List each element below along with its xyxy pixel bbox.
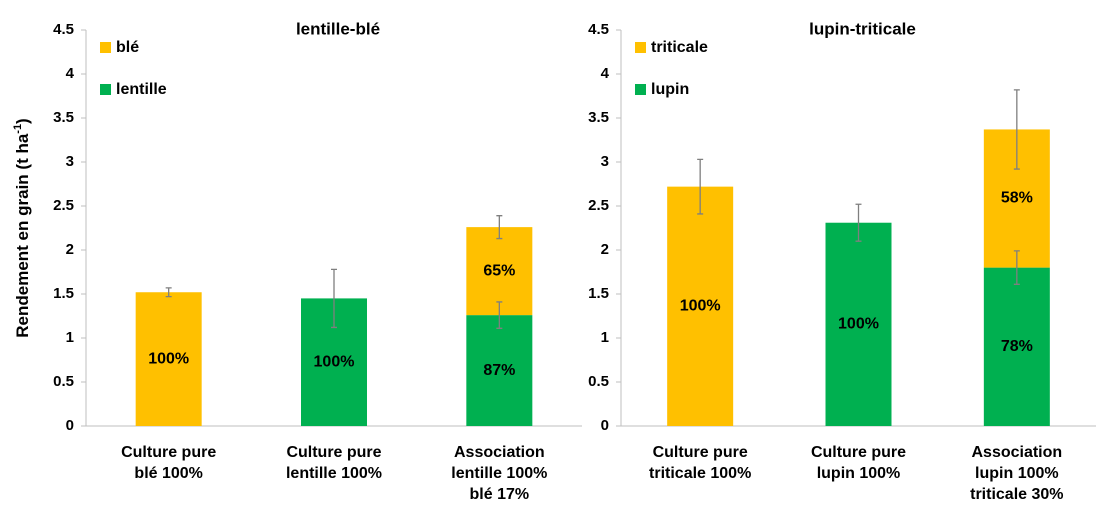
y-axis-label-text: Rendement en grain (t ha	[13, 133, 32, 338]
x-tick-label: lupin 100%	[817, 465, 901, 482]
x-tick-label: Association	[454, 444, 545, 461]
bar	[667, 186, 734, 426]
x-tick-label: lupin 100%	[975, 465, 1059, 482]
legend-swatch	[635, 84, 646, 95]
x-tick-label: lentille 100%	[451, 465, 547, 482]
y-axis-label-sup: -1	[12, 124, 24, 134]
y-tick-label: 3	[601, 153, 609, 170]
x-tick-label: blé 17%	[470, 486, 530, 503]
x-tick-label: Culture pure	[286, 444, 381, 461]
y-tick-label: 0	[601, 417, 609, 434]
bar-label: 58%	[1001, 190, 1033, 207]
y-tick-label: 1.5	[588, 285, 609, 302]
legend-label: lentille	[116, 81, 167, 98]
y-tick-label: 2	[601, 241, 609, 258]
y-tick-label: 2	[66, 241, 74, 258]
x-tick-label: triticale 30%	[970, 486, 1063, 503]
error-bar	[1013, 89, 1020, 170]
error-bar	[331, 268, 337, 329]
legend-label: triticale	[651, 39, 708, 56]
y-tick-label: 3.5	[53, 109, 74, 126]
error-bar	[1013, 250, 1020, 285]
bar-label: 65%	[483, 262, 515, 279]
y-tick-label: 4.5	[53, 21, 74, 38]
y-tick-label: 2.5	[53, 197, 74, 214]
x-tick-label: blé 100%	[134, 465, 202, 482]
error-bar	[165, 287, 172, 298]
legend-label: lupin	[651, 81, 689, 98]
bar-label: 78%	[1001, 338, 1033, 355]
y-axis-label: Rendement en grain (t ha-1)	[12, 118, 33, 337]
bar	[466, 227, 533, 316]
bar	[135, 292, 202, 426]
bar-label: 100%	[680, 298, 721, 315]
x-tick-label: Culture pure	[811, 444, 906, 461]
error-bar	[496, 301, 503, 329]
error-bar	[855, 203, 862, 242]
x-tick-label: lentille 100%	[286, 465, 382, 482]
y-axis-label-end: )	[13, 118, 32, 124]
bar-label: 100%	[838, 316, 879, 333]
y-tick-label: 3	[66, 153, 74, 170]
y-tick-label: 0.5	[53, 373, 74, 390]
legend-swatch	[100, 42, 111, 53]
legend-swatch	[100, 84, 111, 95]
error-bar	[496, 215, 503, 240]
y-tick-label: 0.5	[588, 373, 609, 390]
bar-label: 100%	[148, 350, 189, 367]
y-tick-label: 0	[66, 417, 74, 434]
bar	[825, 222, 892, 426]
y-tick-label: 4	[66, 65, 75, 82]
y-tick-label: 4	[601, 65, 610, 82]
legend-label: blé	[116, 39, 139, 56]
y-tick-label: 3.5	[588, 109, 609, 126]
y-tick-label: 4.5	[588, 21, 609, 38]
bar	[466, 315, 533, 426]
x-tick-label: Culture pure	[653, 444, 748, 461]
x-tick-label: Association	[971, 444, 1062, 461]
y-tick-label: 1	[66, 329, 74, 346]
bar-label: 87%	[483, 362, 515, 379]
bar	[983, 267, 1050, 426]
y-tick-label: 1.5	[53, 285, 74, 302]
x-tick-label: triticale 100%	[649, 465, 751, 482]
y-tick-label: 1	[601, 329, 609, 346]
chart-title: lupin-triticale	[809, 19, 916, 38]
legend-swatch	[635, 42, 646, 53]
error-bar	[697, 158, 704, 215]
y-tick-label: 2.5	[588, 197, 609, 214]
x-tick-label: Culture pure	[121, 444, 216, 461]
chart-title: lentille-blé	[296, 19, 380, 38]
bar-label: 100%	[314, 353, 355, 370]
